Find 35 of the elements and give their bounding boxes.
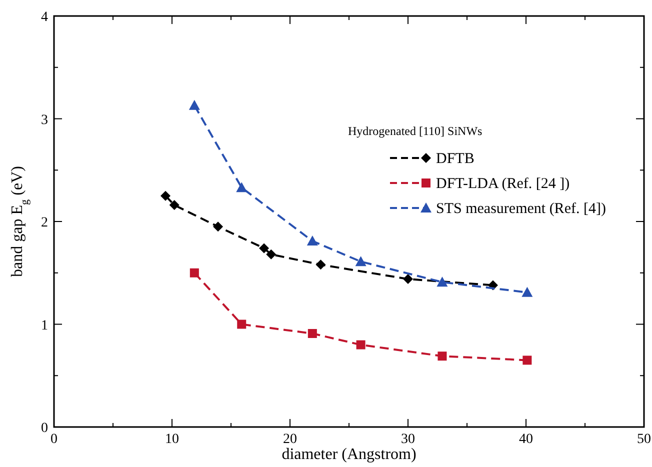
- point: [259, 243, 270, 254]
- point: [169, 200, 180, 210]
- y-tick-label: 1: [41, 318, 48, 334]
- x-axis-title: diameter (Angstrom): [282, 446, 416, 463]
- point: [436, 276, 448, 287]
- point: [355, 256, 366, 266]
- point: [237, 320, 246, 329]
- legend-label: DFTB: [436, 151, 474, 167]
- legend-title: Hydrogenated [110] SiNWs: [348, 124, 483, 138]
- point: [213, 222, 224, 232]
- x-tick-label: 10: [165, 432, 179, 447]
- x-tick-label: 20: [283, 432, 297, 447]
- point: [403, 274, 413, 284]
- point: [160, 190, 171, 201]
- x-tick-label: 0: [50, 432, 58, 447]
- y-tick-label: 4: [41, 10, 48, 25]
- x-tick-label: 50: [637, 432, 651, 447]
- point: [316, 260, 326, 270]
- x-tick-label: 40: [519, 432, 533, 447]
- point: [190, 268, 199, 278]
- point: [266, 249, 276, 260]
- y-tick-label: 3: [41, 112, 48, 128]
- point: [236, 182, 248, 192]
- point: [438, 352, 447, 361]
- point: [356, 340, 366, 350]
- point: [308, 328, 317, 338]
- y-tick-label: 0: [41, 421, 48, 436]
- legend-label: STS measurement (Ref. [4]): [436, 201, 606, 217]
- y-tick-label: 2: [41, 216, 48, 230]
- point: [188, 100, 200, 110]
- point: [522, 356, 532, 365]
- legend-label: DFT-LDA (Ref. [24 ]): [436, 176, 570, 192]
- x-tick-label: 30: [401, 432, 415, 447]
- point: [522, 286, 533, 297]
- point: [306, 236, 318, 246]
